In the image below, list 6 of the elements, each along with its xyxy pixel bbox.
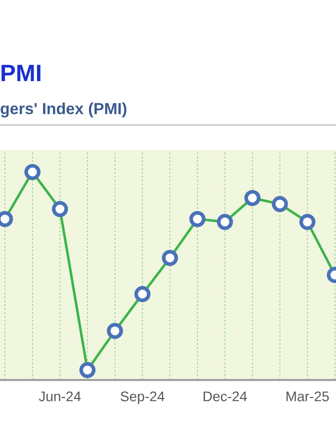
x-tick-label: Mar-25	[286, 391, 329, 402]
x-tick-label: Sep-24	[120, 391, 164, 404]
chart-subtitle: gers' Index (PMI)	[0, 102, 126, 118]
x-tick-label: Dec-24	[204, 391, 247, 402]
chart-title: PMI	[2, 64, 40, 82]
x-tick-label: Jun-24	[38, 391, 81, 402]
